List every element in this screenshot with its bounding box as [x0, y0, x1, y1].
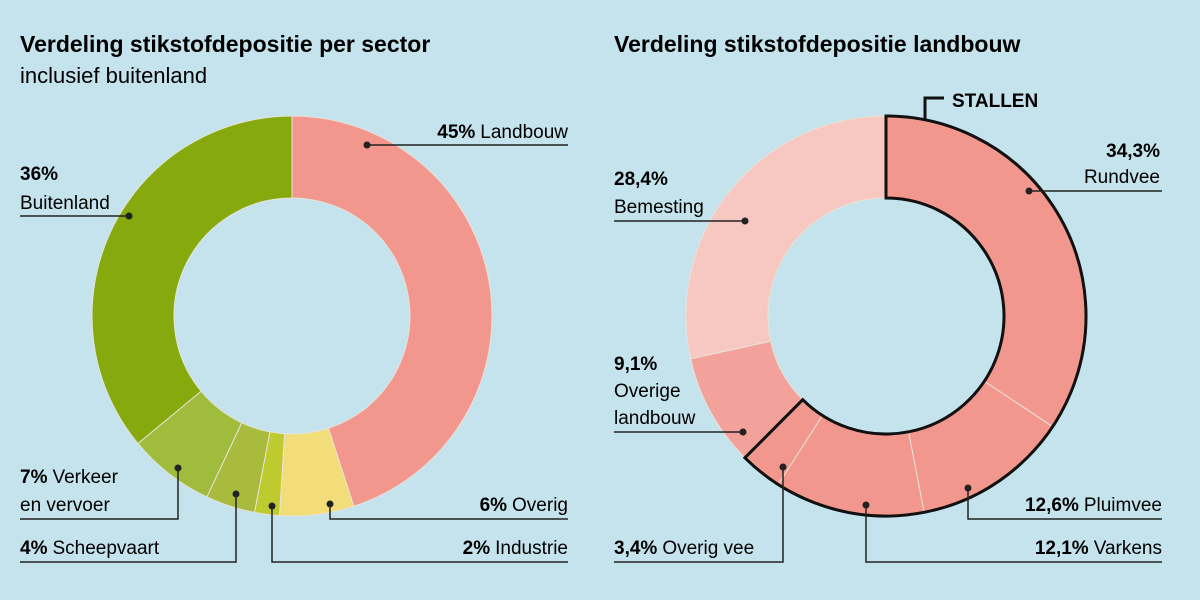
leader-dot-overige-landbouw	[739, 428, 747, 436]
value-overige-landbouw: 9,1%	[614, 354, 657, 375]
leader-dot-overig-vee	[779, 463, 787, 471]
name-industrie: Industrie	[495, 538, 568, 559]
leader-dot-industrie	[268, 502, 276, 510]
name-varkens: Varkens	[1094, 538, 1162, 559]
leader-dot-verkeer	[174, 464, 182, 472]
value-pluimvee: 12,6%	[1025, 495, 1079, 516]
name-scheepvaart: Scheepvaart	[52, 538, 159, 559]
value-overig: 6%	[480, 495, 508, 516]
leader-line-varkens	[865, 505, 1162, 563]
stallen-label-leader	[923, 96, 944, 120]
name-pluimvee: Pluimvee	[1084, 495, 1162, 516]
value-overig-vee: 3,4%	[614, 538, 657, 559]
label-overig: 6% Overig	[480, 495, 568, 516]
value-buitenland: 36%	[20, 164, 58, 185]
name-verkeer-line2: en vervoer	[20, 495, 110, 516]
name-overig-vee: Overig vee	[662, 538, 754, 559]
label-pluimvee: 12,6% Pluimvee	[1025, 495, 1162, 516]
leader-dot-pluimvee	[964, 484, 972, 492]
chart-1-subtitle: inclusief buitenland	[20, 63, 207, 88]
stallen-label: STALLEN	[952, 91, 1038, 112]
chart-1-title: Verdeling stikstofdepositie per sector	[20, 31, 430, 57]
label-varkens: 12,1% Varkens	[1035, 538, 1162, 559]
value-landbouw: 45%	[437, 122, 475, 143]
label-scheepvaart: 4% Scheepvaart	[20, 538, 160, 559]
leader-line-overig-vee	[614, 467, 784, 563]
leader-dot-landbouw	[363, 141, 371, 149]
stallen-group-outline	[742, 114, 1088, 518]
donut-chart-sectors	[91, 115, 493, 517]
label-verkeer: 7% Verkeer	[20, 467, 119, 488]
label-landbouw: 45% Landbouw	[437, 122, 568, 143]
value-varkens: 12,1%	[1035, 538, 1089, 559]
slice-landbouw	[291, 115, 493, 507]
value-bemesting: 28,4%	[614, 169, 668, 190]
leader-line-overig	[329, 504, 568, 520]
label-industrie: 2% Industrie	[463, 538, 568, 559]
value-industrie: 2%	[463, 538, 491, 559]
name-rundvee: Rundvee	[1084, 167, 1160, 188]
name-overige-landbouw-line2: landbouw	[614, 408, 696, 429]
value-rundvee: 34,3%	[1106, 141, 1160, 162]
leader-dot-bemesting	[741, 217, 749, 225]
leader-lines	[20, 144, 1162, 563]
name-overig: Overig	[512, 495, 568, 516]
slice-bemesting	[685, 115, 887, 360]
leader-line-verkeer	[20, 468, 179, 520]
name-bemesting: Bemesting	[614, 197, 704, 218]
leader-line-scheepvaart	[20, 494, 237, 563]
leader-dot-rundvee	[1025, 187, 1033, 195]
leader-dots	[125, 141, 1033, 510]
name-overige-landbouw-line1: Overige	[614, 381, 681, 402]
leader-dot-varkens	[862, 501, 870, 509]
leader-line-pluimvee	[967, 488, 1162, 520]
name-verkeer-line1: Verkeer	[52, 467, 118, 488]
leader-dot-scheepvaart	[232, 490, 240, 498]
chart-2-title: Verdeling stikstofdepositie landbouw	[614, 31, 1020, 57]
leader-line-industrie	[271, 506, 568, 563]
leader-dot-buitenland	[125, 212, 133, 220]
value-verkeer: 7%	[20, 467, 48, 488]
name-buitenland: Buitenland	[20, 193, 110, 214]
leader-dot-overig	[326, 500, 334, 508]
value-scheepvaart: 4%	[20, 538, 48, 559]
slice-buitenland	[91, 115, 293, 445]
label-overig-vee: 3,4% Overig vee	[614, 538, 754, 559]
name-landbouw: Landbouw	[480, 122, 568, 143]
